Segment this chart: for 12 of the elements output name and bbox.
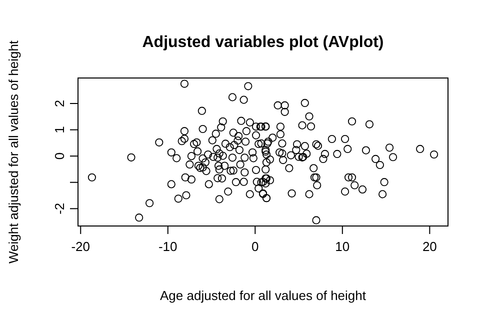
x-tick-label: 0 [252, 239, 259, 254]
x-axis-title: Age adjusted for all values of height [160, 288, 366, 303]
y-tick-label: 0 [52, 152, 67, 160]
y-tick-label: -2 [52, 202, 67, 214]
y-tick-label: 2 [52, 100, 67, 108]
x-tick-label: -20 [71, 239, 90, 254]
chart-title: Adjusted variables plot (AVplot) [142, 34, 384, 51]
x-tick-label: 10 [335, 239, 350, 254]
y-tick-label: 1 [52, 126, 67, 134]
x-tick-label: 20 [422, 239, 437, 254]
y-axis-title: Weight adjusted for all values of height [6, 40, 21, 264]
x-tick-label: -10 [158, 239, 178, 254]
